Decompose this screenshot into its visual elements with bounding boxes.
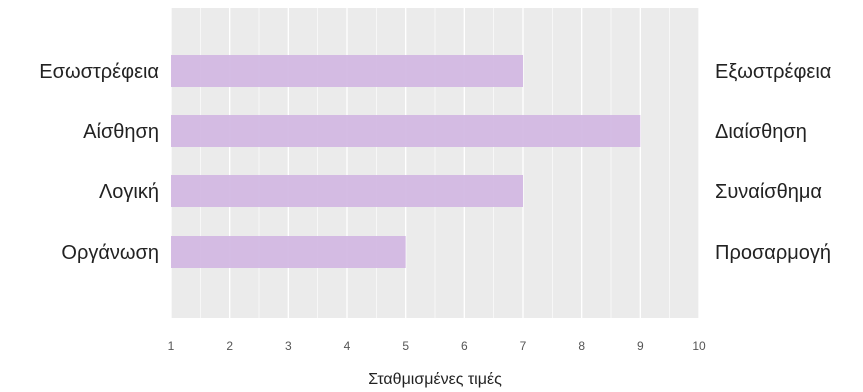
bar [171, 55, 523, 87]
left-category-labels: Εσωστρέφεια Αίσθηση Λογική Οργάνωση [39, 61, 159, 264]
x-tick-label: 3 [285, 339, 292, 353]
x-tick-label: 9 [637, 339, 644, 353]
opposite-category-label: Εξωστρέφεια [715, 61, 831, 83]
bar [171, 115, 641, 147]
x-tick-label: 7 [520, 339, 527, 353]
category-label: Εσωστρέφεια [39, 61, 159, 83]
category-label: Αίσθηση [83, 121, 159, 143]
right-category-labels: Εξωστρέφεια Διαίσθηση Συναίσθημα Προσαρμογή [715, 61, 831, 264]
bars [171, 55, 641, 268]
bar [171, 175, 523, 207]
x-tick-label: 8 [578, 339, 585, 353]
x-tick-labels: 1 2 3 4 5 6 7 8 9 10 [168, 339, 706, 353]
category-label: Οργάνωση [61, 242, 159, 264]
opposite-category-label: Προσαρμογή [715, 242, 831, 264]
opposite-category-label: Συναίσθημα [715, 181, 822, 203]
opposite-category-label: Διαίσθηση [715, 121, 807, 143]
category-label: Λογική [99, 181, 159, 203]
x-tick-label: 1 [168, 339, 175, 353]
bar [171, 236, 406, 268]
x-tick-label: 5 [402, 339, 409, 353]
x-tick-label: 4 [344, 339, 351, 353]
x-axis-label: Σταθμισμένες τιμές [368, 371, 502, 388]
x-tick-label: 10 [692, 339, 706, 353]
x-tick-label: 6 [461, 339, 468, 353]
x-tick-label: 2 [226, 339, 233, 353]
